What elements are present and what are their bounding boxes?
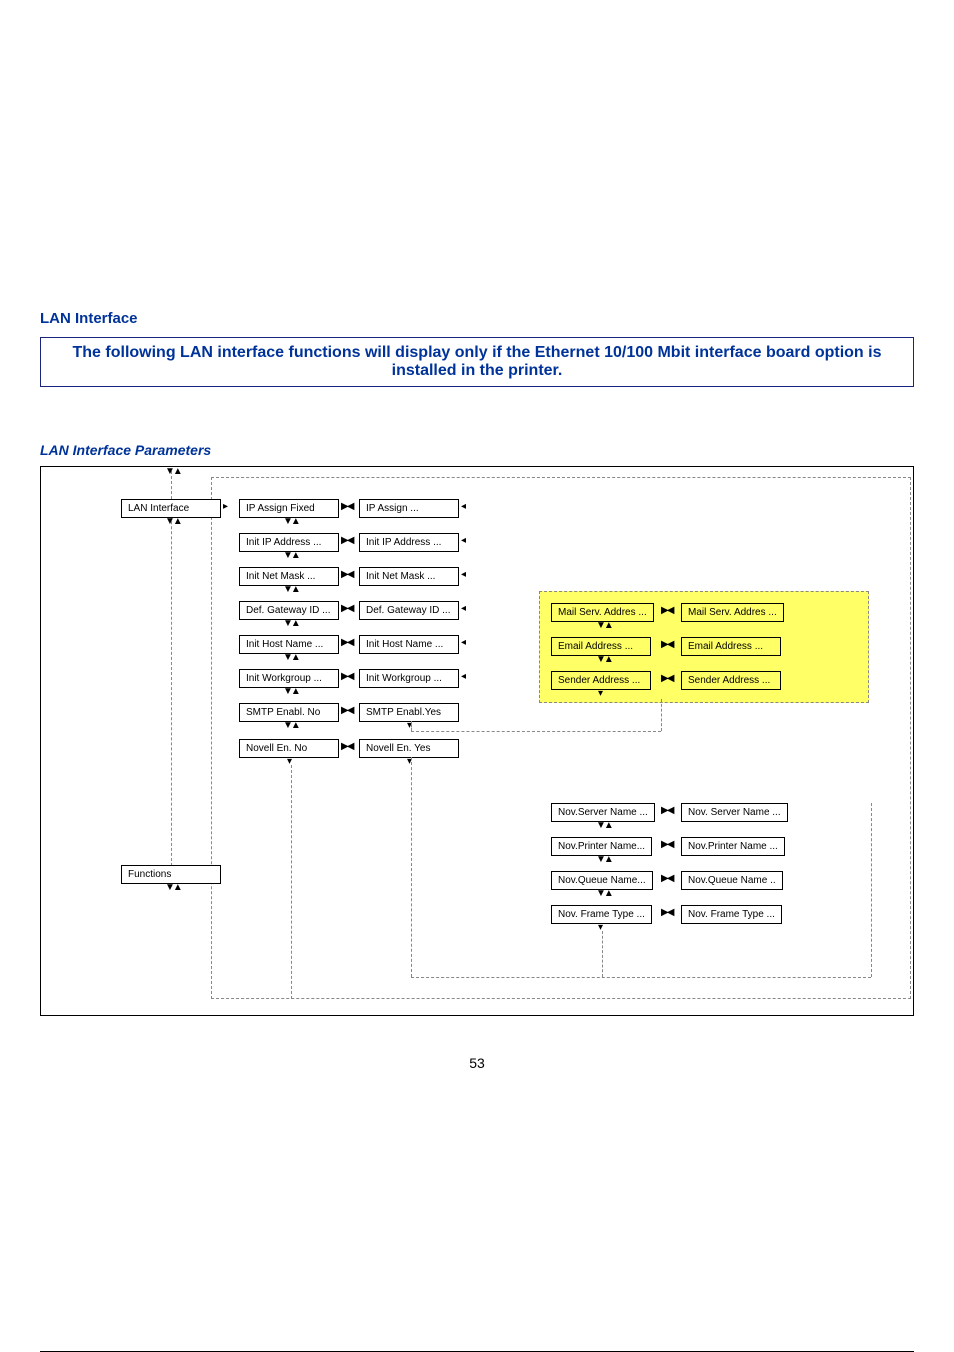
node-host-b: Init Host Name ...	[359, 635, 459, 654]
node-sender-b: Sender Address ...	[681, 671, 781, 690]
node-def-gw-b: Def. Gateway ID ...	[359, 601, 459, 620]
node-wg-b: Init Workgroup ...	[359, 669, 459, 688]
node-nov-server-b: Nov. Server Name ...	[681, 803, 788, 822]
page-number: 53	[0, 1055, 954, 1071]
section-heading: LAN Interface	[40, 310, 914, 327]
node-email-b: Email Address ...	[681, 637, 781, 656]
node-nov-printer-b: Nov.Printer Name ...	[681, 837, 785, 856]
node-ip-assign: IP Assign ...	[359, 499, 459, 518]
sub-heading: LAN Interface Parameters	[40, 442, 914, 458]
node-mail-serv-b: Mail Serv. Addres ...	[681, 603, 784, 622]
node-init-ip-b: Init IP Address ...	[359, 533, 459, 552]
flowchart-diagram: ▼▲ LAN Interface ▸ ▼▲ Functions ▼▲ IP As…	[40, 466, 914, 1016]
node-nov-queue-b: Nov.Queue Name ..	[681, 871, 783, 890]
notice-box: The following LAN interface functions wi…	[40, 337, 914, 387]
node-net-mask-b: Init Net Mask ...	[359, 567, 459, 586]
node-nov-frame-b: Nov. Frame Type ...	[681, 905, 782, 924]
